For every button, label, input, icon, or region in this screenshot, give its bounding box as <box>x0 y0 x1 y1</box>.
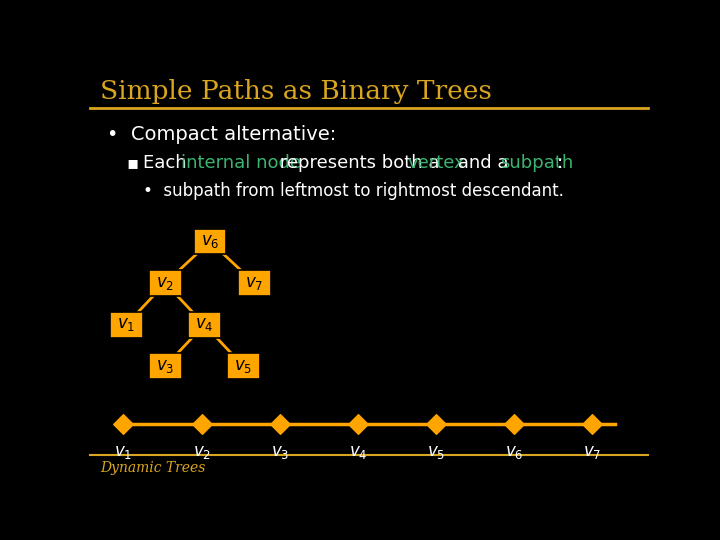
Point <box>274 420 286 429</box>
Text: Simple Paths as Binary Trees: Simple Paths as Binary Trees <box>100 79 492 104</box>
Text: •  Compact alternative:: • Compact alternative: <box>107 125 336 144</box>
Text: and a: and a <box>451 154 514 172</box>
Point <box>196 420 207 429</box>
Text: $v_1$: $v_1$ <box>117 316 135 333</box>
Point <box>587 420 598 429</box>
Text: $v_4$: $v_4$ <box>195 316 214 333</box>
Text: vertex: vertex <box>407 154 464 172</box>
Point <box>431 420 442 429</box>
Text: Dynamic Trees: Dynamic Trees <box>100 461 205 475</box>
Text: $v_5$: $v_5$ <box>234 358 253 375</box>
Point <box>508 420 520 429</box>
Text: $v_4$: $v_4$ <box>348 444 367 461</box>
FancyBboxPatch shape <box>227 353 260 379</box>
FancyBboxPatch shape <box>149 270 181 296</box>
Text: $v_7$: $v_7$ <box>246 275 264 292</box>
Text: subpath: subpath <box>500 154 573 172</box>
Text: $v_6$: $v_6$ <box>505 444 523 461</box>
Text: :: : <box>557 154 563 172</box>
Text: $v_3$: $v_3$ <box>271 444 289 461</box>
FancyBboxPatch shape <box>110 312 143 338</box>
Point <box>352 420 364 429</box>
Text: $v_1$: $v_1$ <box>114 444 132 461</box>
Text: $v_2$: $v_2$ <box>156 275 174 292</box>
Text: $v_7$: $v_7$ <box>583 444 601 461</box>
Text: $v_5$: $v_5$ <box>427 444 445 461</box>
Text: $v_6$: $v_6$ <box>201 233 219 250</box>
FancyBboxPatch shape <box>238 270 271 296</box>
Text: internal node: internal node <box>181 154 301 172</box>
Text: •  subpath from leftmost to rightmost descendant.: • subpath from leftmost to rightmost des… <box>143 182 564 200</box>
Text: Each: Each <box>143 154 192 172</box>
Point <box>117 420 130 429</box>
Text: ▪: ▪ <box>126 154 138 172</box>
Text: $v_2$: $v_2$ <box>192 444 211 461</box>
FancyBboxPatch shape <box>188 312 221 338</box>
FancyBboxPatch shape <box>149 353 181 379</box>
FancyBboxPatch shape <box>194 228 226 254</box>
Text: represents both a: represents both a <box>274 154 446 172</box>
Text: $v_3$: $v_3$ <box>156 358 174 375</box>
